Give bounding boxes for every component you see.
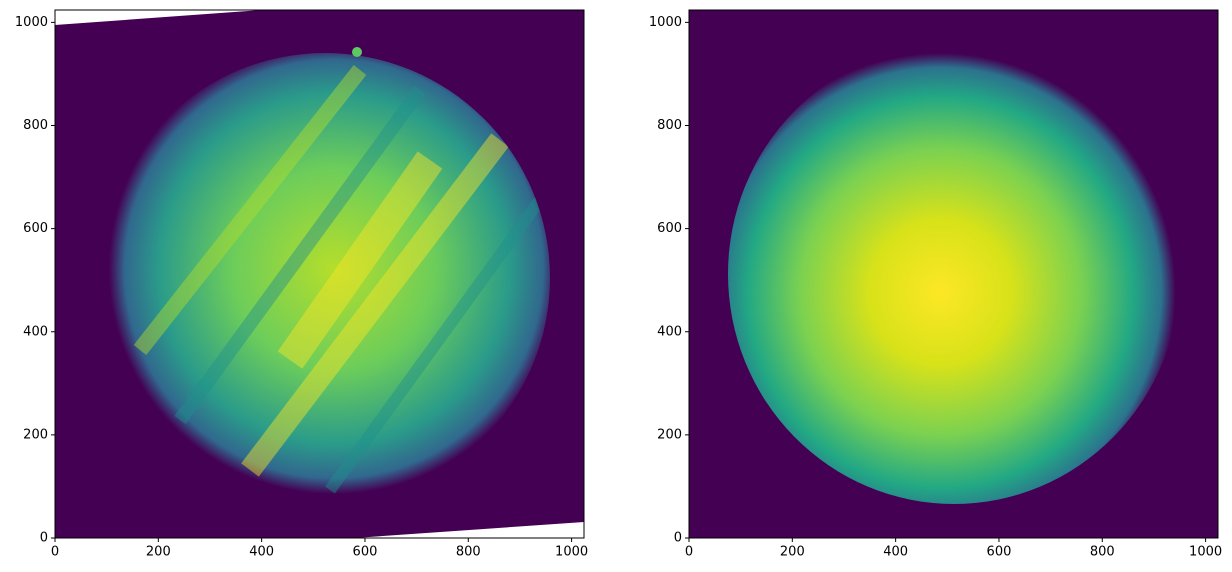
x-tick-label: 400: [249, 545, 274, 560]
image-right: [689, 10, 1218, 538]
y-tick-label: 1000: [649, 15, 682, 30]
x-tick-label: 0: [685, 545, 693, 560]
axes-frame: [54, 9, 585, 539]
y-tick-label: 200: [23, 427, 48, 442]
x-tick-label: 0: [51, 545, 59, 560]
axes-frame: [688, 9, 1219, 539]
y-tick-label: 400: [657, 324, 682, 339]
x-tick-label: 200: [780, 545, 805, 560]
y-tick-label: 0: [674, 531, 682, 546]
x-tick-label: 1000: [1189, 545, 1222, 560]
y-tick-label: 0: [40, 531, 48, 546]
x-tick-label: 400: [883, 545, 908, 560]
y-tick-label: 1000: [15, 15, 48, 30]
x-tick-label: 800: [456, 545, 481, 560]
y-tick-label: 800: [657, 118, 682, 133]
y-tick-label: 600: [657, 221, 682, 236]
x-tick-label: 600: [987, 545, 1012, 560]
x-tick-label: 800: [1090, 545, 1115, 560]
x-tick-label: 600: [353, 545, 378, 560]
x-tick-label: 1000: [555, 545, 588, 560]
y-tick-label: 400: [23, 324, 48, 339]
x-tick-label: 200: [146, 545, 171, 560]
image-left: [55, 10, 584, 538]
y-tick-label: 600: [23, 221, 48, 236]
y-tick-label: 200: [657, 427, 682, 442]
y-tick-label: 800: [23, 118, 48, 133]
